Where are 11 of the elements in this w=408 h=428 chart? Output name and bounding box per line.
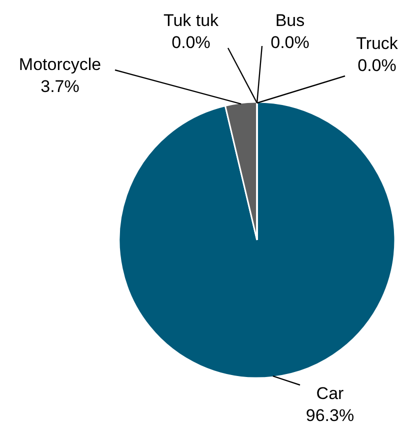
text: 0.0% xyxy=(358,56,396,75)
category-label: Truck xyxy=(356,34,398,53)
slice-label: Car xyxy=(316,384,344,403)
text: 0.0% xyxy=(270,33,310,52)
slice-label: Motorcycle xyxy=(18,55,102,74)
category-label: Bus xyxy=(275,11,305,30)
text: 0.0% xyxy=(172,33,210,52)
data-label: 3.7% xyxy=(40,77,80,96)
category-label: Tuk tuk xyxy=(163,11,219,30)
data-label: 96.3% xyxy=(306,406,354,425)
pie-slice xyxy=(118,101,396,379)
